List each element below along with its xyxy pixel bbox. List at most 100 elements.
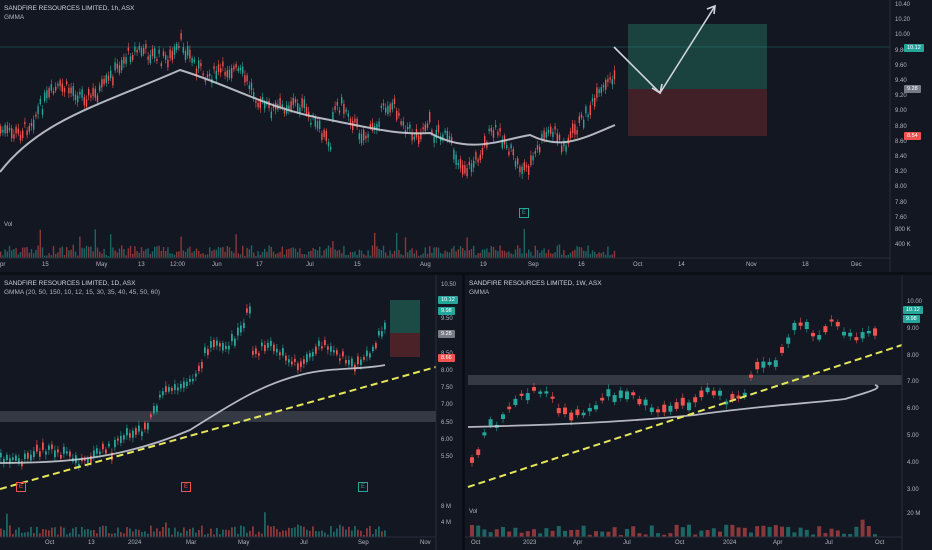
bl-volume-bar (297, 524, 299, 537)
bl-volume-bar (315, 531, 317, 537)
top-volume-bar (72, 244, 74, 258)
bl-volume-bar (384, 530, 386, 537)
top-volume-bar (154, 246, 156, 258)
top-volume-bar (327, 245, 330, 258)
top-candle (180, 33, 182, 40)
bl-event-marker-3[interactable]: E (358, 482, 368, 492)
br-volume-bar (594, 531, 598, 537)
top-candle (231, 67, 233, 79)
bl-volume-bar (213, 534, 215, 537)
top-volume-bar (68, 250, 70, 258)
br-time-tick: Apr (573, 540, 583, 546)
top-time-tick: Nov (746, 262, 757, 268)
top-volume-bar (105, 254, 107, 258)
top-candle (305, 107, 308, 115)
top-candle (299, 107, 301, 114)
top-chart-canvas[interactable] (0, 0, 932, 272)
top-candle (572, 123, 574, 133)
br-volume-bar (538, 533, 543, 537)
br-candle (618, 390, 623, 398)
bl-chart-canvas[interactable] (0, 275, 462, 550)
top-volume-bar (195, 248, 198, 258)
top-volume-bar (398, 249, 400, 258)
top-chart-pane[interactable]: SANDFIRE RESOURCES LIMITED, 1h, ASX GMMA… (0, 0, 932, 272)
top-volume-bar (517, 245, 519, 258)
top-event-marker[interactable]: E (519, 208, 529, 218)
top-volume-bar (220, 247, 222, 258)
top-volume-bar (140, 247, 143, 258)
br-candle (835, 321, 840, 327)
bl-price-tick: 8.50 (441, 351, 453, 357)
top-volume-bar (244, 255, 246, 258)
top-volume-bar (539, 252, 541, 258)
top-price-axis[interactable]: 10.40 10.20 10.00 9.80 9.60 9.40 9.20 9.00 8.80 8… (893, 0, 932, 272)
top-volume-bar (226, 246, 228, 258)
bl-volume-bar (138, 529, 140, 537)
br-time-axis[interactable]: Oct 2023 Apr Jul Oct 2024 Apr Jul Oct (465, 540, 902, 550)
bl-event-marker-2[interactable]: E (181, 482, 191, 492)
top-candle (11, 128, 13, 139)
top-volume-bar (468, 250, 470, 258)
top-candle (426, 123, 429, 128)
top-volume-bar (589, 253, 591, 258)
top-volume-bar (418, 255, 420, 258)
bl-candle (129, 433, 131, 438)
top-vol-tick: 800 K (895, 227, 911, 233)
top-candle (99, 85, 101, 91)
top-candle (79, 91, 81, 95)
bl-volume-bar (276, 529, 278, 537)
top-volume-bar (488, 252, 490, 258)
bl-volume-bar (129, 528, 131, 537)
bl-volume-bar (105, 525, 107, 537)
br-chart-canvas[interactable] (465, 275, 932, 550)
br-price-tick: 5.00 (907, 433, 919, 439)
bl-time-axis[interactable]: Oct 13 2024 Mar May Jul Sep Nov (0, 540, 436, 550)
top-candle (523, 162, 525, 171)
bl-candle (270, 340, 272, 347)
top-volume-bar (543, 248, 545, 258)
bl-volume-bar (3, 530, 5, 537)
bl-volume-bar (192, 527, 194, 537)
top-candle (226, 70, 228, 78)
top-volume-bar (270, 246, 272, 258)
bottom-right-chart-pane[interactable]: SANDFIRE RESOURCES LIMITED, 1W, ASX GMMA… (465, 275, 932, 550)
top-candle (446, 130, 448, 140)
br-candle (817, 335, 822, 340)
top-candle (110, 70, 112, 78)
top-arrow-head (651, 83, 663, 95)
top-volume-bar (116, 252, 118, 258)
br-candle (854, 337, 859, 341)
top-price-tick: 7.60 (895, 214, 907, 221)
br-price-axis[interactable]: 10.00 9.00 8.00 7.00 6.00 5.00 4.00 3.00 (905, 275, 932, 550)
br-candle (556, 408, 561, 414)
bl-volume-bar (354, 526, 356, 537)
bl-volume-bar (372, 534, 374, 537)
top-candle (6, 125, 8, 134)
top-candle (255, 100, 257, 103)
bl-volume-bar (156, 528, 158, 537)
bl-candle (297, 363, 299, 371)
br-candle (668, 405, 673, 412)
bl-event-marker-1[interactable]: E (16, 482, 26, 492)
top-price-tick: 8.40 (895, 154, 907, 160)
top-candle (517, 158, 519, 165)
bl-volume-bar (243, 526, 245, 537)
bottom-left-chart-pane[interactable]: SANDFIRE RESOURCES LIMITED, 1D, ASX GMMA… (0, 275, 462, 550)
top-time-axis[interactable]: pr 15 May 13 12:00 Jun 17 Jul 15 Aug 19 Sep 16 Oct 14 N… (0, 262, 890, 272)
bl-candle (78, 463, 80, 468)
br-candle (656, 409, 660, 413)
top-candle (319, 120, 321, 129)
top-candle (600, 87, 602, 93)
top-volume-bar (156, 246, 158, 258)
bl-time-tick: Oct (45, 540, 55, 546)
bl-price-tick: 8.00 (441, 368, 453, 374)
top-candle (611, 79, 613, 85)
top-volume-bar (332, 241, 334, 258)
top-candle (68, 87, 70, 94)
br-candle (792, 322, 797, 331)
bl-volume-bar (33, 533, 35, 537)
bl-volume-bar (237, 533, 239, 537)
top-volume-bar (323, 250, 325, 258)
top-candle (594, 97, 596, 107)
top-candle (242, 66, 244, 74)
